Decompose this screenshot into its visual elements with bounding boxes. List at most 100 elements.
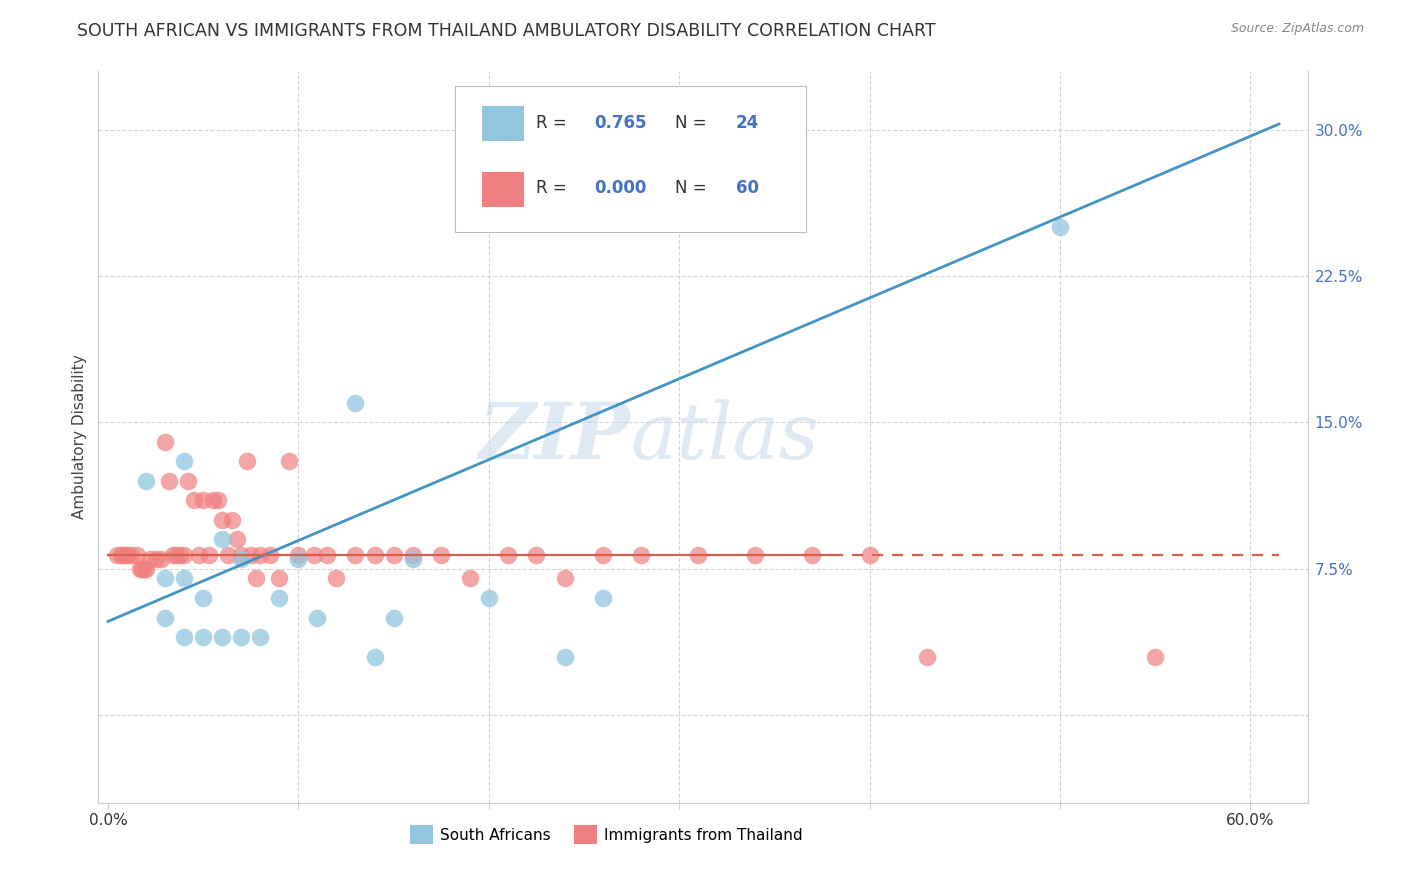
Point: [173, 454, 195, 468]
Point: [554, 649, 576, 664]
Text: 0.000: 0.000: [595, 179, 647, 197]
Legend: South Africans, Immigrants from Thailand: South Africans, Immigrants from Thailand: [404, 819, 808, 850]
Text: R =: R =: [536, 179, 572, 197]
Point: [1049, 220, 1071, 235]
Point: [478, 591, 501, 605]
Point: [307, 610, 329, 624]
Point: [236, 454, 259, 468]
Point: [115, 548, 138, 562]
Point: [801, 548, 824, 562]
Point: [363, 548, 385, 562]
Point: [173, 630, 195, 644]
Point: [363, 649, 385, 664]
Bar: [482, 106, 524, 141]
Point: [302, 548, 325, 562]
Text: 60: 60: [735, 179, 759, 197]
Point: [688, 548, 710, 562]
Text: N =: N =: [675, 113, 711, 131]
Point: [150, 552, 173, 566]
Point: [1144, 649, 1167, 664]
Text: Source: ZipAtlas.com: Source: ZipAtlas.com: [1230, 22, 1364, 36]
Point: [183, 493, 205, 508]
Point: [325, 572, 347, 586]
Y-axis label: Ambulatory Disability: Ambulatory Disability: [72, 355, 87, 519]
Point: [259, 548, 281, 562]
Point: [135, 562, 157, 576]
Point: [859, 548, 882, 562]
Point: [269, 572, 291, 586]
Point: [269, 591, 291, 605]
Point: [401, 552, 423, 566]
Text: ZIP: ZIP: [479, 399, 630, 475]
Point: [239, 548, 262, 562]
Point: [153, 434, 176, 449]
Bar: [482, 171, 524, 207]
Point: [107, 548, 129, 562]
Text: 0.765: 0.765: [595, 113, 647, 131]
Text: atlas: atlas: [630, 399, 820, 475]
Point: [316, 548, 339, 562]
Point: [191, 591, 214, 605]
Point: [630, 548, 652, 562]
Point: [211, 533, 233, 547]
Point: [114, 548, 136, 562]
Point: [231, 552, 253, 566]
Point: [169, 548, 191, 562]
Text: N =: N =: [675, 179, 711, 197]
Point: [211, 630, 233, 644]
FancyBboxPatch shape: [456, 86, 806, 232]
Point: [592, 591, 614, 605]
Point: [344, 548, 367, 562]
Point: [249, 630, 271, 644]
Point: [191, 493, 214, 508]
Point: [134, 562, 156, 576]
Point: [430, 548, 453, 562]
Point: [744, 548, 766, 562]
Point: [245, 572, 267, 586]
Point: [277, 454, 299, 468]
Point: [221, 513, 243, 527]
Text: 24: 24: [735, 113, 759, 131]
Point: [162, 548, 184, 562]
Point: [524, 548, 547, 562]
Point: [344, 396, 367, 410]
Point: [496, 548, 519, 562]
Point: [173, 572, 195, 586]
Point: [166, 548, 188, 562]
Point: [131, 562, 153, 576]
Point: [135, 474, 157, 488]
Point: [191, 630, 214, 644]
Point: [110, 548, 132, 562]
Point: [129, 562, 152, 576]
Point: [592, 548, 614, 562]
Point: [382, 548, 405, 562]
Point: [120, 548, 142, 562]
Point: [112, 548, 135, 562]
Point: [198, 548, 221, 562]
Point: [173, 548, 195, 562]
Point: [231, 548, 253, 562]
Point: [211, 513, 233, 527]
Point: [458, 572, 481, 586]
Point: [217, 548, 239, 562]
Point: [915, 649, 938, 664]
Point: [226, 533, 249, 547]
Point: [153, 572, 176, 586]
Point: [157, 474, 180, 488]
Point: [249, 548, 271, 562]
Point: [145, 552, 167, 566]
Text: SOUTH AFRICAN VS IMMIGRANTS FROM THAILAND AMBULATORY DISABILITY CORRELATION CHAR: SOUTH AFRICAN VS IMMIGRANTS FROM THAILAN…: [77, 22, 936, 40]
Point: [231, 630, 253, 644]
Point: [554, 572, 576, 586]
Point: [401, 548, 423, 562]
Point: [153, 610, 176, 624]
Point: [177, 474, 200, 488]
Point: [201, 493, 224, 508]
Point: [287, 548, 309, 562]
Point: [287, 552, 309, 566]
Text: R =: R =: [536, 113, 572, 131]
Point: [139, 552, 162, 566]
Point: [188, 548, 211, 562]
Point: [382, 610, 405, 624]
Point: [125, 548, 148, 562]
